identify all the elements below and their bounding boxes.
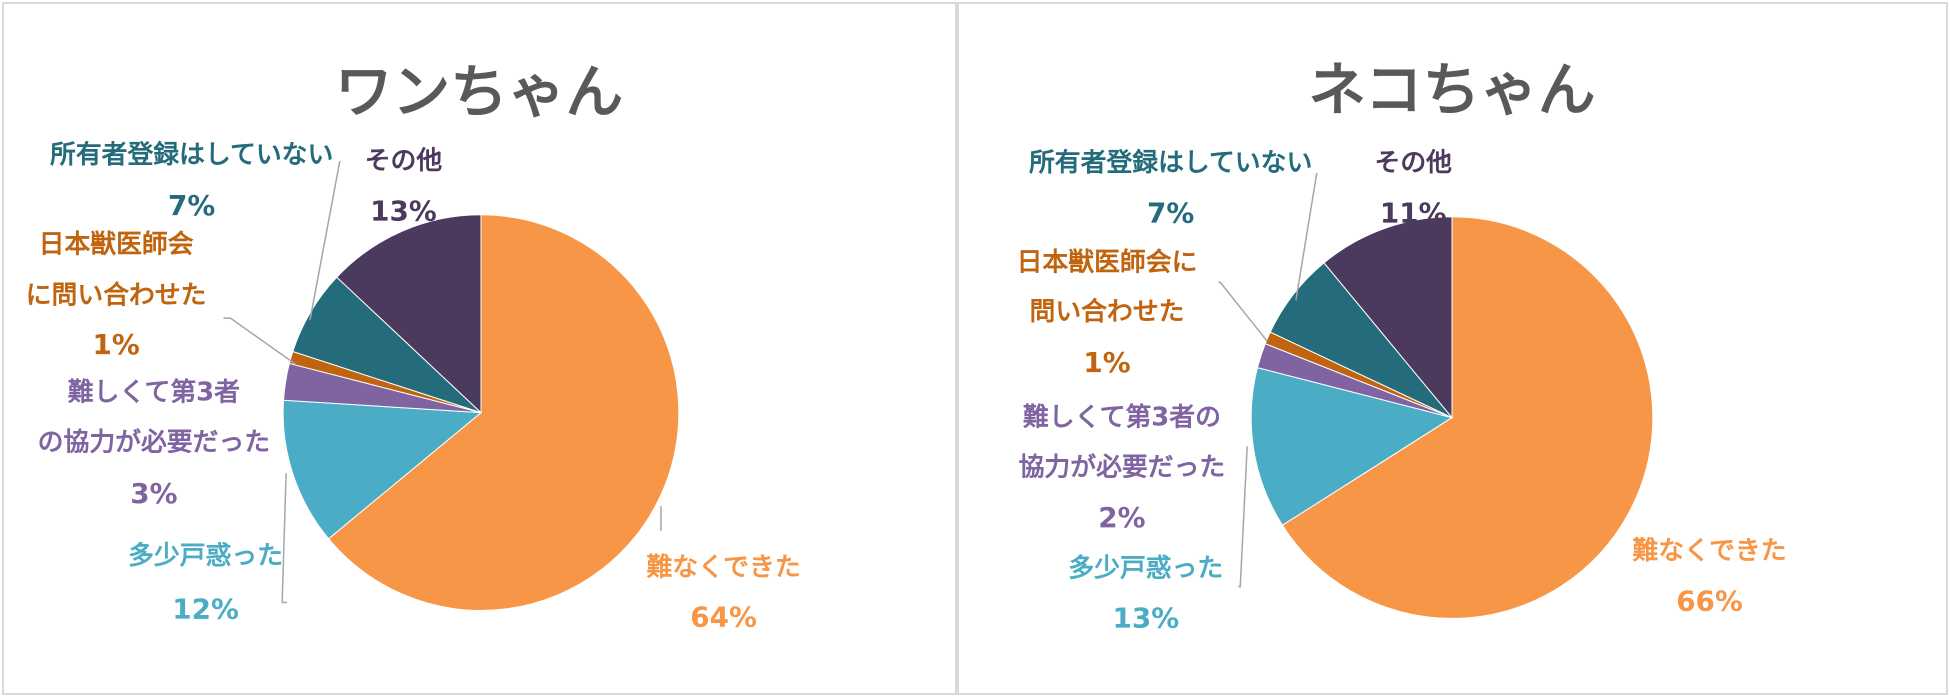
slice-label-0: 難なくできた: [646, 553, 800, 583]
slice-label-2: 協力が必要だった: [1019, 451, 1226, 482]
slice-label-5: その他: [1374, 148, 1452, 178]
slice-percent-4: 7%: [1147, 197, 1194, 230]
slice-percent-0: 66%: [1676, 584, 1743, 617]
slice-percent-1: 12%: [172, 592, 239, 625]
leader-line-1: [1238, 446, 1248, 588]
pie-slice-5: [336, 214, 482, 414]
leader-line-4: [1295, 172, 1318, 301]
leader-line-1: [281, 473, 288, 604]
slice-percent-5: 11%: [1380, 197, 1447, 230]
slice-label-3: 日本獣医師会: [39, 229, 194, 260]
pie-slice-5: [1323, 216, 1453, 419]
slice-label-2: の協力が必要だった: [38, 426, 270, 457]
slice-label-2: 難しくて第3者: [68, 377, 240, 408]
slice-label-2: 難しくて第3者の: [1023, 402, 1221, 433]
slice-percent-1: 13%: [1112, 601, 1179, 634]
chart-panel-cats: ネコちゃん難なくできた 66% 多少戸惑った 13% 難しくて第3者の 協力が必要だった 2…: [957, 2, 1948, 695]
slice-percent-3: 1%: [1083, 346, 1130, 379]
slice-percent-3: 1%: [92, 328, 139, 361]
leader-line-3: [1218, 281, 1268, 342]
leader-line-4: [309, 160, 341, 321]
slice-label-1: 多少戸惑った: [128, 541, 283, 571]
slice-label-3: に問い合わせた: [26, 279, 207, 310]
slice-label-4: 所有者登録はしていない: [50, 139, 333, 170]
slice-label-0: 難なくできた: [1632, 536, 1786, 566]
pie-slice-0: [1281, 216, 1654, 619]
chart-title: ワンちゃん: [335, 57, 623, 125]
slice-percent-4: 7%: [168, 189, 215, 222]
pie-slice-1: [282, 399, 483, 540]
pie-slice-1: [1250, 367, 1454, 526]
slice-percent-2: 2%: [1098, 501, 1145, 534]
chart-panel-dogs: ワンちゃん難なくできた 64% 多少戸惑った 12% 難しくて第3者 の協力が必要だった 3…: [2, 2, 957, 695]
slice-label-4: 所有者登録はしていない: [1029, 147, 1312, 178]
slice-percent-5: 13%: [370, 195, 437, 228]
chart-title: ネコちゃん: [1308, 55, 1595, 123]
slice-label-1: 多少戸惑った: [1068, 554, 1223, 584]
pie-slice-0: [327, 214, 680, 611]
slice-percent-0: 64%: [690, 600, 757, 633]
leader-line-3: [223, 317, 296, 365]
slice-label-5: その他: [365, 146, 443, 176]
slice-percent-2: 3%: [130, 477, 177, 510]
slice-label-3: 問い合わせた: [1030, 296, 1185, 327]
slice-label-3: 日本獣医師会に: [1017, 246, 1198, 277]
